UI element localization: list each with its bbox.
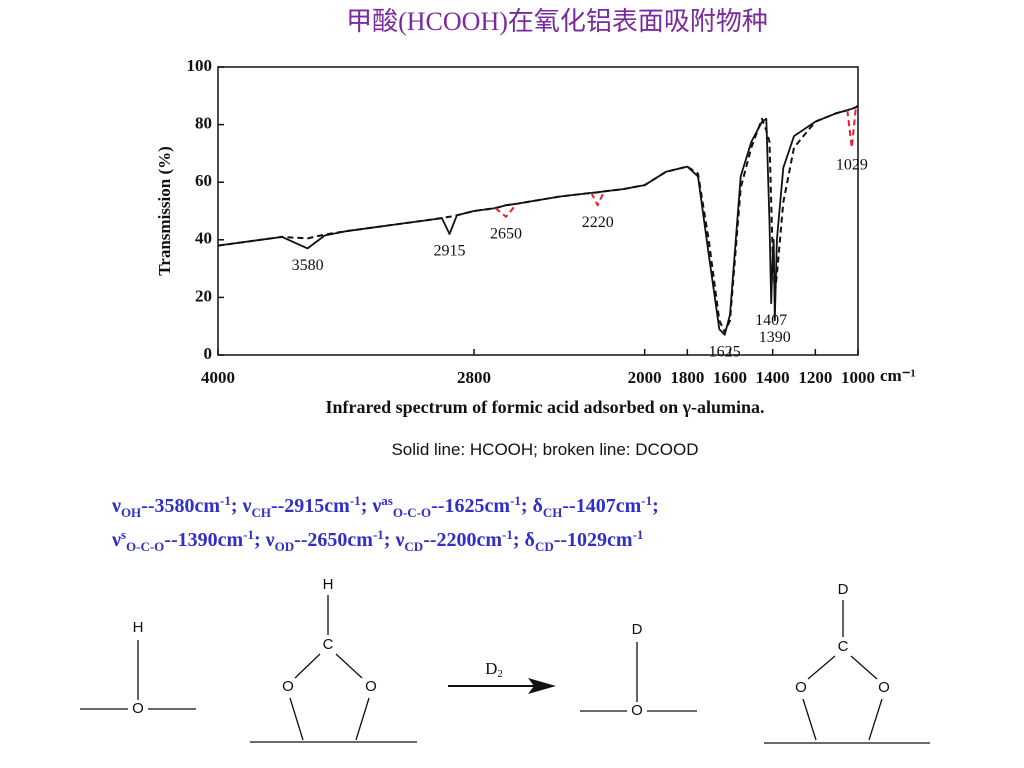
x-tick-label: 1400 bbox=[756, 368, 790, 387]
y-tick-label: 80 bbox=[195, 114, 212, 133]
assignment-text: --2915cm bbox=[271, 495, 350, 517]
assignment-text: --1625cm bbox=[431, 495, 510, 517]
atom: O bbox=[795, 679, 807, 696]
y-tick-label: 20 bbox=[195, 286, 212, 305]
x-tick-label: 1200 bbox=[798, 368, 832, 387]
bond bbox=[807, 655, 836, 680]
bond bbox=[868, 698, 883, 741]
atom: C bbox=[323, 636, 334, 653]
chart: Transmission (%) Infrared spectrum of fo… bbox=[155, 56, 916, 459]
assignment-sup: as bbox=[381, 493, 393, 508]
assignment-text: --2200cm bbox=[423, 529, 502, 551]
assignment-text: ; bbox=[652, 495, 659, 517]
assignment-text: --1390cm bbox=[164, 529, 243, 551]
atom: H bbox=[133, 619, 144, 636]
peak-label: 2915 bbox=[433, 243, 465, 260]
assignment-sup: -1 bbox=[510, 493, 521, 508]
reagent: D bbox=[485, 659, 497, 678]
assignment-line: νOH--3580cm-1; νCH--2915cm-1; νasO-C-O--… bbox=[111, 493, 659, 520]
assignment-text: --2650cm bbox=[294, 529, 373, 551]
x-tick-label: 1000 bbox=[841, 368, 875, 387]
plot-frame bbox=[217, 66, 859, 356]
assignment-sup: -1 bbox=[641, 493, 652, 508]
assignment-sub: CH bbox=[543, 505, 563, 520]
assignment-sup: -1 bbox=[502, 527, 513, 542]
bond bbox=[335, 653, 363, 679]
assignment-text: ; δ bbox=[513, 529, 535, 551]
x-axis-label: Infrared spectrum of formic acid adsorbe… bbox=[325, 397, 764, 417]
y-tick-label: 0 bbox=[204, 344, 213, 363]
atom: D bbox=[838, 581, 849, 598]
atom: C bbox=[838, 638, 849, 655]
bond bbox=[802, 698, 817, 741]
assignment-text: --1029cm bbox=[554, 529, 633, 551]
slide-title: 甲酸(HCOOH)在氧化铝表面吸附物种 bbox=[346, 7, 768, 36]
assignment-sup: -1 bbox=[633, 527, 644, 542]
assignment-text: ν bbox=[111, 495, 121, 517]
assignment-text: ; δ bbox=[521, 495, 543, 517]
assignment-line: νsO-C-O--1390cm-1; νOD--2650cm-1; νCD--2… bbox=[111, 527, 643, 554]
assignment-text: ; ν bbox=[361, 495, 382, 517]
assignment-text: ν bbox=[111, 529, 121, 551]
assignment-sub: CD bbox=[404, 539, 423, 554]
peak-label: 1390 bbox=[759, 329, 791, 346]
bond bbox=[294, 653, 321, 679]
legend-caption: Solid line: HCOOH; broken line: DCOOD bbox=[391, 440, 698, 459]
series-line bbox=[217, 104, 859, 333]
assignment-sup: s bbox=[121, 527, 126, 542]
peak-label: 1407 bbox=[755, 312, 787, 329]
assignment-sup: -1 bbox=[243, 527, 254, 542]
atom: O bbox=[878, 679, 890, 696]
bond bbox=[355, 697, 370, 741]
assignment-sup: -1 bbox=[220, 493, 231, 508]
peak-label: 2220 bbox=[582, 214, 614, 231]
atom: O bbox=[365, 678, 377, 695]
peak-label: 1625 bbox=[709, 344, 741, 361]
x-tick-label: 2800 bbox=[457, 368, 491, 387]
assignment-sup: -1 bbox=[373, 527, 384, 542]
assignment-sub: O-C-O bbox=[126, 539, 164, 554]
series-line bbox=[217, 104, 859, 336]
atom: O bbox=[132, 700, 144, 717]
y-tick-label: 40 bbox=[195, 229, 212, 248]
reaction-label: D2 bbox=[485, 659, 503, 680]
assignment-text: ; ν bbox=[384, 529, 405, 551]
bond bbox=[850, 655, 878, 680]
arrow-head bbox=[528, 678, 556, 694]
assignment-text: ; ν bbox=[231, 495, 252, 517]
structures: H O H C O O D2 D O D C O O bbox=[80, 576, 930, 744]
atom: O bbox=[282, 678, 294, 695]
peak-label: 1029 bbox=[836, 156, 868, 173]
series-line bbox=[494, 107, 857, 218]
peak-label: 3580 bbox=[292, 257, 324, 274]
assignment-text: --3580cm bbox=[141, 495, 220, 517]
y-tick-label: 100 bbox=[187, 56, 213, 75]
x-tick-label: 2000 bbox=[628, 368, 662, 387]
bond bbox=[289, 697, 304, 741]
x-tick-label: 4000 bbox=[201, 368, 235, 387]
assignment-sub: CH bbox=[251, 505, 271, 520]
atom: D bbox=[632, 621, 643, 638]
y-axis-label: Transmission (%) bbox=[155, 146, 174, 276]
x-unit: cm⁻¹ bbox=[880, 366, 916, 385]
x-tick-label: 1600 bbox=[713, 368, 747, 387]
assignment-sub: CD bbox=[535, 539, 554, 554]
assignment-sup: -1 bbox=[350, 493, 361, 508]
assignment-sub: OD bbox=[275, 539, 295, 554]
y-tick-label: 60 bbox=[195, 171, 212, 190]
reagent-subscript: 2 bbox=[497, 668, 503, 680]
atom: O bbox=[631, 702, 643, 719]
assignment-text: ; ν bbox=[254, 529, 275, 551]
peak-label: 2650 bbox=[490, 225, 522, 242]
assignment-sub: OH bbox=[121, 505, 141, 520]
x-tick-label: 1800 bbox=[670, 368, 704, 387]
atom: H bbox=[323, 576, 334, 593]
assignment-sub: O-C-O bbox=[393, 505, 431, 520]
assignment-text: --1407cm bbox=[562, 495, 641, 517]
